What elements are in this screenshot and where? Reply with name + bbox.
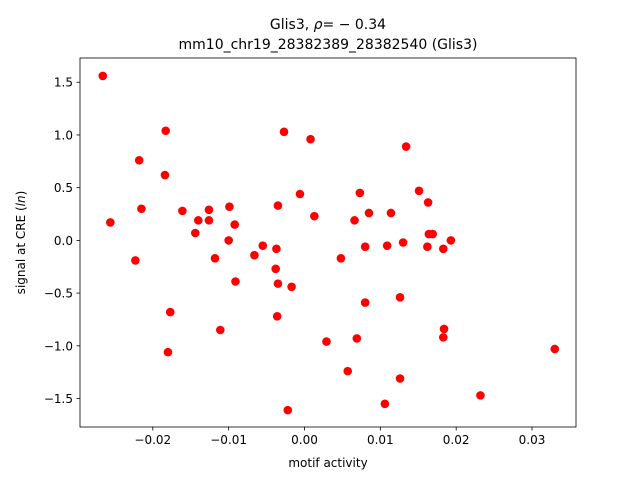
data-point	[163, 347, 173, 357]
x-axis-label: motif activity	[288, 456, 367, 470]
data-point	[273, 201, 283, 210]
data-point	[194, 216, 203, 225]
y-tick-label: 1.0	[54, 128, 73, 142]
data-point	[225, 202, 234, 211]
data-point	[272, 244, 281, 254]
data-point	[360, 298, 370, 307]
data-point	[380, 399, 390, 409]
axis-ticks: −0.02 −0.01 0.00 0.01 0.02 0.03 −1.5 −1.0 −0.5 0.…	[44, 76, 546, 447]
data-point	[310, 211, 319, 221]
data-point	[401, 142, 411, 151]
x-tick-label: 0.03	[519, 433, 546, 447]
rho-symbol: ρ	[314, 17, 323, 33]
data-point	[395, 374, 405, 383]
data-point	[295, 189, 305, 199]
axes-frame	[79, 57, 577, 428]
data-point	[476, 391, 485, 400]
x-tick-label: 0.02	[443, 433, 470, 447]
x-tick-label: −0.01	[210, 433, 247, 447]
chart-title-line-2: mm10_chr19_28382389_28382540 (Glis3)	[179, 37, 478, 53]
data-point	[272, 312, 282, 321]
y-tick-label: −0.5	[44, 287, 73, 301]
plot-area: −0.02 −0.01 0.00 0.01 0.02 0.03 −1.5 −1.0 −0.5 0.…	[44, 57, 577, 447]
data-point	[137, 204, 146, 214]
data-point	[398, 238, 408, 247]
y-tick-label: −1.0	[44, 339, 73, 353]
data-point	[231, 277, 240, 286]
y-tick-label: 0.0	[54, 234, 73, 248]
data-point	[161, 126, 171, 136]
data-point	[322, 337, 331, 346]
data-point	[306, 134, 315, 144]
data-point	[279, 127, 289, 137]
data-point	[204, 205, 214, 215]
data-point	[190, 228, 200, 238]
data-point	[414, 186, 424, 196]
data-point	[216, 325, 225, 335]
data-points	[98, 71, 560, 415]
data-point	[160, 170, 170, 180]
data-point	[382, 241, 392, 250]
data-point	[350, 216, 359, 225]
data-point	[287, 282, 296, 292]
data-point	[273, 279, 283, 288]
data-point	[355, 188, 365, 198]
data-point	[352, 334, 362, 343]
data-point	[134, 155, 144, 165]
y-tick-label: −1.5	[44, 392, 73, 406]
data-point	[360, 242, 370, 252]
data-point	[364, 208, 374, 218]
y-tick-label: 0.5	[54, 181, 73, 195]
data-point	[439, 324, 449, 334]
data-point	[423, 242, 432, 252]
data-point	[258, 241, 268, 250]
data-point	[438, 333, 448, 342]
data-point	[250, 250, 259, 260]
x-tick-label: −0.02	[134, 433, 171, 447]
chart-title-line-1: Glis3, ρ= − 0.34	[270, 17, 386, 33]
data-point	[210, 254, 220, 263]
data-point	[446, 236, 456, 245]
data-point	[224, 236, 233, 245]
data-point	[271, 264, 280, 274]
x-tick-label: 0.01	[367, 433, 394, 447]
data-point	[204, 216, 214, 225]
data-point	[423, 198, 433, 207]
data-point	[336, 254, 346, 263]
x-tick-label: 0.00	[291, 433, 318, 447]
data-point	[178, 206, 187, 216]
data-point	[165, 307, 175, 317]
data-point	[438, 244, 448, 254]
y-axis-label: signal at CRE (ln)	[14, 191, 28, 295]
data-point	[386, 208, 396, 218]
data-point	[230, 220, 240, 229]
data-point	[343, 366, 353, 376]
data-point	[550, 344, 560, 354]
y-tick-label: 1.5	[54, 76, 73, 90]
data-point	[283, 405, 293, 415]
data-point	[98, 71, 108, 81]
data-point	[428, 229, 437, 239]
data-point	[131, 256, 140, 265]
data-point	[106, 218, 115, 227]
data-point	[395, 293, 405, 302]
